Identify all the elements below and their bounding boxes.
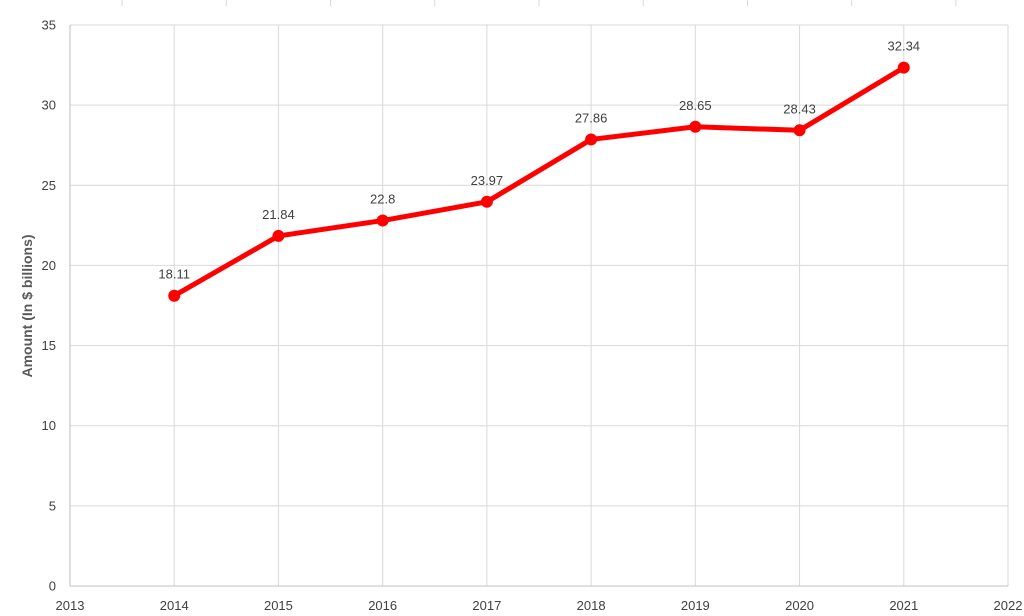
data-label-2020: 28.43 <box>783 101 816 116</box>
series-line-0 <box>171 65 907 299</box>
y-tick-label-5: 5 <box>49 498 56 513</box>
x-tick-label-2014: 2014 <box>160 598 189 613</box>
x-tick-label-2021: 2021 <box>889 598 918 613</box>
data-point-2017 <box>480 195 493 208</box>
series-layer <box>168 61 910 302</box>
data-label-2014: 18.11 <box>158 267 190 282</box>
data-label-2015: 21.84 <box>262 207 295 222</box>
x-tick-label-2022: 2022 <box>994 598 1023 613</box>
y-axis-title: Amount (In $ billions) <box>19 234 35 377</box>
data-point-2014 <box>168 289 181 302</box>
axes: 0 5 10 15 20 25 30 35 2013 2014 2015 2016 2017 2018 20… <box>42 18 1023 614</box>
data-point-2015 <box>272 229 285 242</box>
y-tick-label-15: 15 <box>42 338 56 353</box>
y-tick-label-20: 20 <box>42 258 56 273</box>
x-tick-label-2020: 2020 <box>785 598 814 613</box>
y-tick-label-25: 25 <box>42 178 56 193</box>
x-tick-label-2019: 2019 <box>681 598 710 613</box>
data-label-2017: 23.97 <box>471 173 504 188</box>
data-point-2021 <box>897 61 910 74</box>
data-point-2016 <box>376 214 389 227</box>
data-label-2019: 28.65 <box>679 98 712 113</box>
y-tick-label-30: 30 <box>42 98 56 113</box>
x-tick-label-2017: 2017 <box>472 598 501 613</box>
y-tick-label-0: 0 <box>49 579 56 594</box>
data-label-2018: 27.86 <box>575 110 608 125</box>
x-tick-label-2016: 2016 <box>368 598 397 613</box>
data-point-2020 <box>793 124 806 137</box>
y-tick-label-35: 35 <box>42 18 56 33</box>
data-point-2019 <box>689 120 702 133</box>
data-label-2021: 32.34 <box>888 39 921 54</box>
gridlines <box>70 0 1009 586</box>
x-tick-label-2018: 2018 <box>577 598 606 613</box>
data-labels: 18.11 21.84 22.8 23.97 27.86 28.65 28.43 32.34 <box>158 39 920 282</box>
y-tick-label-10: 10 <box>42 418 56 433</box>
x-tick-label-2013: 2013 <box>56 598 85 613</box>
data-label-2016: 22.8 <box>370 192 395 207</box>
x-tick-label-2015: 2015 <box>264 598 293 613</box>
data-point-2018 <box>585 133 598 146</box>
